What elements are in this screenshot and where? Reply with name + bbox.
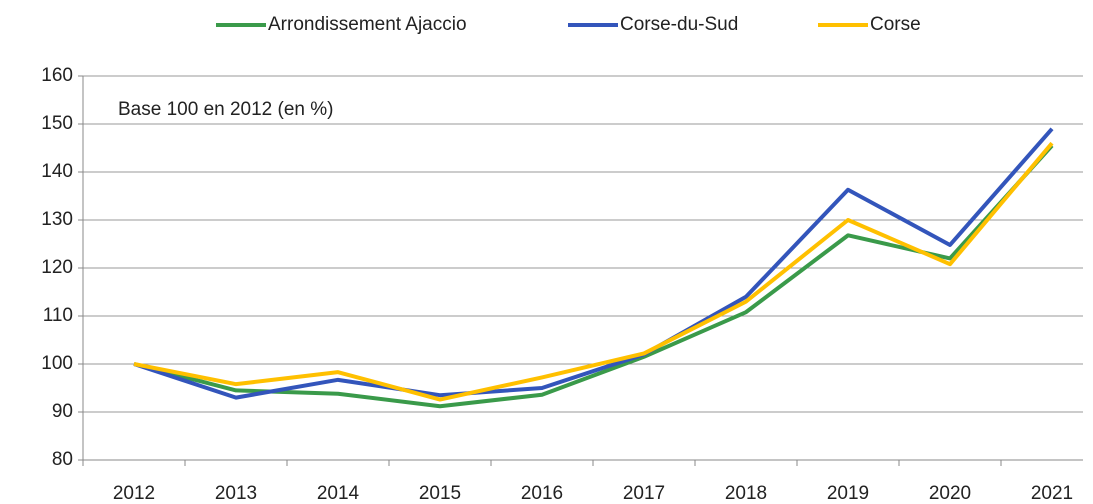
y-tick-label: 80: [52, 449, 73, 470]
y-tick-label: 150: [41, 113, 73, 134]
series-line: [133, 144, 1054, 409]
y-tick-label: 160: [41, 65, 73, 86]
y-tick-label: 100: [41, 353, 73, 374]
x-tick-label: 2018: [725, 483, 767, 504]
x-tick-label: 2013: [215, 483, 257, 504]
x-tick-label: 2021: [1031, 483, 1073, 504]
series-line: [133, 127, 1054, 400]
legend-label: Corse: [870, 14, 921, 35]
x-tick-label: 2016: [521, 483, 563, 504]
legend-label: Corse-du-Sud: [620, 14, 738, 35]
x-tick-label: 2017: [623, 483, 665, 504]
y-tick-label: 110: [43, 305, 73, 326]
series-line: [133, 141, 1054, 402]
x-tick-label: 2019: [827, 483, 869, 504]
x-tick-label: 2020: [929, 483, 971, 504]
y-tick-label: 130: [41, 209, 73, 230]
y-tick-label: 90: [52, 401, 73, 422]
x-tick-label: 2012: [113, 483, 155, 504]
y-tick-label: 120: [41, 257, 73, 278]
x-tick-label: 2015: [419, 483, 461, 504]
x-tick-label: 2014: [317, 483, 360, 504]
annotation: Base 100 en 2012 (en %): [118, 99, 334, 120]
legend-label: Arrondissement Ajaccio: [268, 14, 467, 35]
y-tick-label: 140: [41, 161, 73, 182]
